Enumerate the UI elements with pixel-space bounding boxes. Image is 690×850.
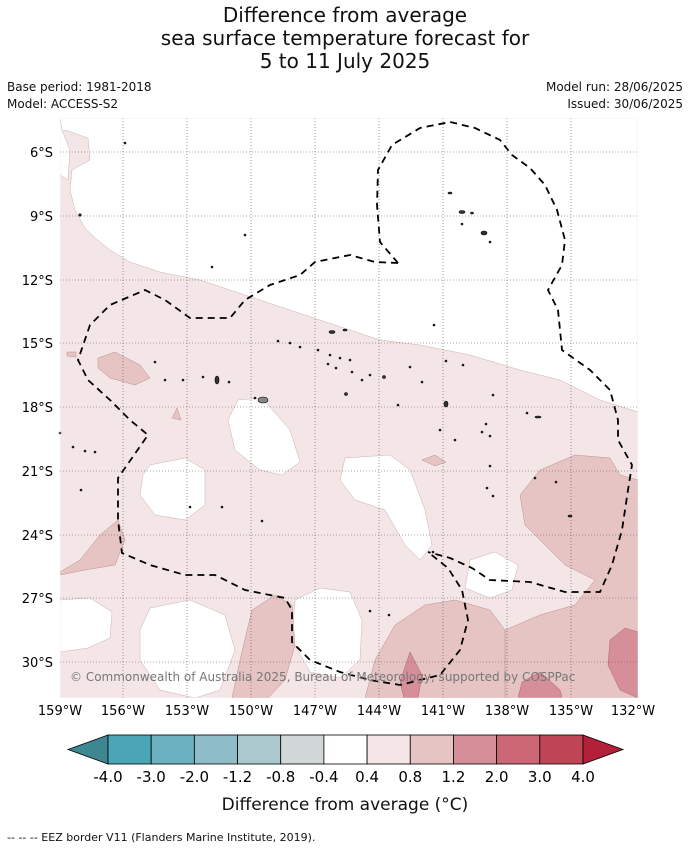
colorbar-tick-label: 0.8 xyxy=(398,768,422,786)
colorbar-tick-label: -2.0 xyxy=(180,768,209,786)
anomaly-region-08-12-west xyxy=(60,519,126,576)
anomaly-region-08-12-small-1 xyxy=(421,454,447,467)
lon-tick: 159°W xyxy=(38,704,82,719)
colorbar-tick-label: 2.0 xyxy=(485,768,509,786)
lon-tick: 147°W xyxy=(293,704,337,719)
colorbar-tick-label: -0.8 xyxy=(266,768,295,786)
lon-tick: 138°W xyxy=(485,704,529,719)
neutral-region-west-band xyxy=(60,118,71,181)
title-line-1: Difference from average xyxy=(222,3,468,27)
lat-tick: 27°S xyxy=(22,592,53,607)
model-run: Model run: 28/06/2025 xyxy=(545,80,683,94)
anomaly-region-08-12-small-3 xyxy=(66,351,77,358)
lat-tick: 30°S xyxy=(22,656,53,671)
colorbar-bin xyxy=(150,734,195,765)
lon-tick: 141°W xyxy=(421,704,465,719)
gridlines xyxy=(60,118,638,698)
copyright-text: © Commonwealth of Australia 2025, Bureau… xyxy=(70,670,575,684)
title-line-3: 5 to 11 July 2025 xyxy=(259,49,431,73)
base-period: Base period: 1981-2018 xyxy=(7,80,152,94)
neutral-region-3 xyxy=(339,454,433,561)
colorbar-arrow-low xyxy=(66,734,109,765)
anomaly-region-08-12-south xyxy=(364,599,506,698)
colorbar-tick-label: 4.0 xyxy=(571,768,595,786)
neutral-region-1 xyxy=(227,397,301,476)
colorbar-bin xyxy=(323,734,368,765)
lon-tick: 135°W xyxy=(549,704,593,719)
neutral-region-5 xyxy=(139,599,236,698)
model-name: Model: ACCESS-S2 xyxy=(7,97,119,111)
colorbar-title: Difference from average (°C) xyxy=(221,795,469,815)
lat-tick: 12°S xyxy=(22,274,53,289)
anomaly-region-12-20-small xyxy=(399,651,423,698)
colorbar-bin xyxy=(539,734,584,765)
colorbar-tick-label: -0.4 xyxy=(309,768,338,786)
anomaly-region-08-12-west-small xyxy=(97,351,151,386)
lat-tick: 24°S xyxy=(22,529,53,544)
lon-tick: 132°W xyxy=(611,704,655,719)
lat-tick: 9°S xyxy=(30,210,53,225)
neutral-region-7 xyxy=(464,551,519,599)
colorbar-tick-label: 3.0 xyxy=(528,768,552,786)
islands xyxy=(58,141,573,617)
lat-tick: 21°S xyxy=(22,465,53,480)
latitude-ticks: 6°S 9°S 12°S 15°S 18°S 21°S 24°S 27°S 30… xyxy=(22,146,53,671)
colorbar-tick-label: 1.2 xyxy=(442,768,466,786)
lon-tick: 150°W xyxy=(229,704,273,719)
neutral-region-6 xyxy=(291,587,363,679)
anomaly-region-12-20-south xyxy=(517,671,563,698)
anomaly-region-08-12-sw xyxy=(231,594,296,698)
anomaly-region-12-20-east xyxy=(607,627,638,698)
colorbar-bin xyxy=(453,734,498,765)
neutral-region-north xyxy=(60,118,638,413)
colorbar: -4.0 -3.0 -2.0 -1.2 -0.8 -0.4 0.4 0.8 1.2 2.0 3.0 4… xyxy=(66,734,625,786)
neutral-region-2 xyxy=(139,457,206,521)
title-line-2: sea surface temperature forecast for xyxy=(160,26,530,50)
colorbar-tick-label: -4.0 xyxy=(93,768,122,786)
colorbar-bin xyxy=(409,734,454,765)
longitude-ticks: 159°W 156°W 153°W 150°W 147°W 144°W 141°… xyxy=(38,704,655,719)
lat-tick: 6°S xyxy=(30,146,53,161)
eez-footnote: -- -- -- EEZ border V11 (Flanders Marine… xyxy=(7,831,316,844)
colorbar-bin xyxy=(193,734,238,765)
anomaly-region-08-12-small-2 xyxy=(171,407,182,421)
issued-date: Issued: 30/06/2025 xyxy=(567,97,683,111)
lon-tick: 144°W xyxy=(357,704,401,719)
colorbar-tick-label: -1.2 xyxy=(223,768,252,786)
colorbar-bin xyxy=(237,734,282,765)
anomaly-map xyxy=(60,118,638,698)
eez-borders xyxy=(77,121,633,686)
map-frame xyxy=(59,117,639,699)
colorbar-tick-label: 0.4 xyxy=(355,768,379,786)
lat-tick: 15°S xyxy=(22,337,53,352)
lon-tick: 156°W xyxy=(101,704,145,719)
colorbar-bin xyxy=(107,734,152,765)
lon-tick: 153°W xyxy=(165,704,209,719)
colorbar-bin xyxy=(280,734,325,765)
colorbar-arrow-high xyxy=(582,734,625,765)
colorbar-bin xyxy=(496,734,541,765)
lat-tick: 18°S xyxy=(22,401,53,416)
colorbar-bin xyxy=(366,734,411,765)
colorbar-tick-label: -3.0 xyxy=(137,768,166,786)
